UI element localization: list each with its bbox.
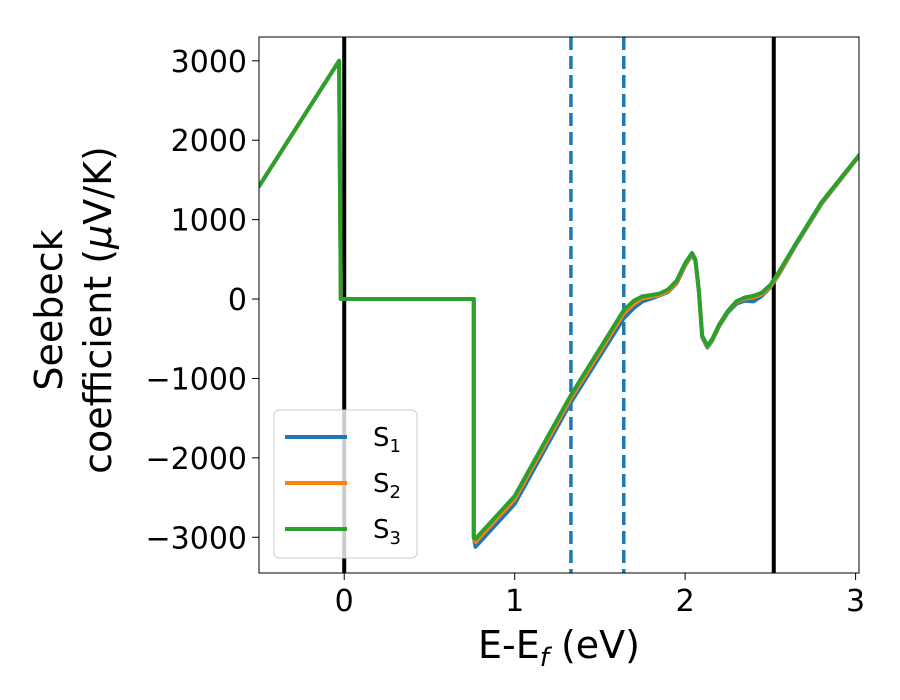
series-lines <box>259 58 859 549</box>
y-axis-label-line2: coefficient (μV/K) <box>76 146 120 474</box>
legend-label-s1: S1 <box>373 423 401 457</box>
y-axis: 3000 2000 1000 0 −1000 −2000 −3000 <box>146 45 259 556</box>
legend-label-s3: S3 <box>373 515 401 549</box>
y-axis-label: Seebeck coefficient (μV/K) <box>27 146 120 474</box>
plot-frame <box>258 36 860 574</box>
y-tick-label: 3000 <box>171 45 247 80</box>
x-axis: 0 1 2 3 <box>335 573 865 619</box>
x-tick-label: 3 <box>846 584 865 619</box>
legend: S1 S2 S3 <box>273 409 418 559</box>
y-tick-label: 2000 <box>171 124 247 159</box>
legend-label-s2: S2 <box>373 469 401 503</box>
x-axis-label: E-Ef (eV) <box>478 623 640 673</box>
x-tick-label: 1 <box>505 584 524 619</box>
series-line-s3 <box>259 58 859 541</box>
y-tick-label: −1000 <box>146 362 247 397</box>
y-tick-label: 0 <box>228 283 247 318</box>
y-axis-label-line1: Seebeck <box>27 229 71 390</box>
y-tick-label: −3000 <box>146 521 247 556</box>
y-tick-label: 1000 <box>171 204 247 239</box>
y-tick-label: −2000 <box>146 442 247 477</box>
x-tick-label: 0 <box>335 584 354 619</box>
x-tick-label: 2 <box>676 584 695 619</box>
